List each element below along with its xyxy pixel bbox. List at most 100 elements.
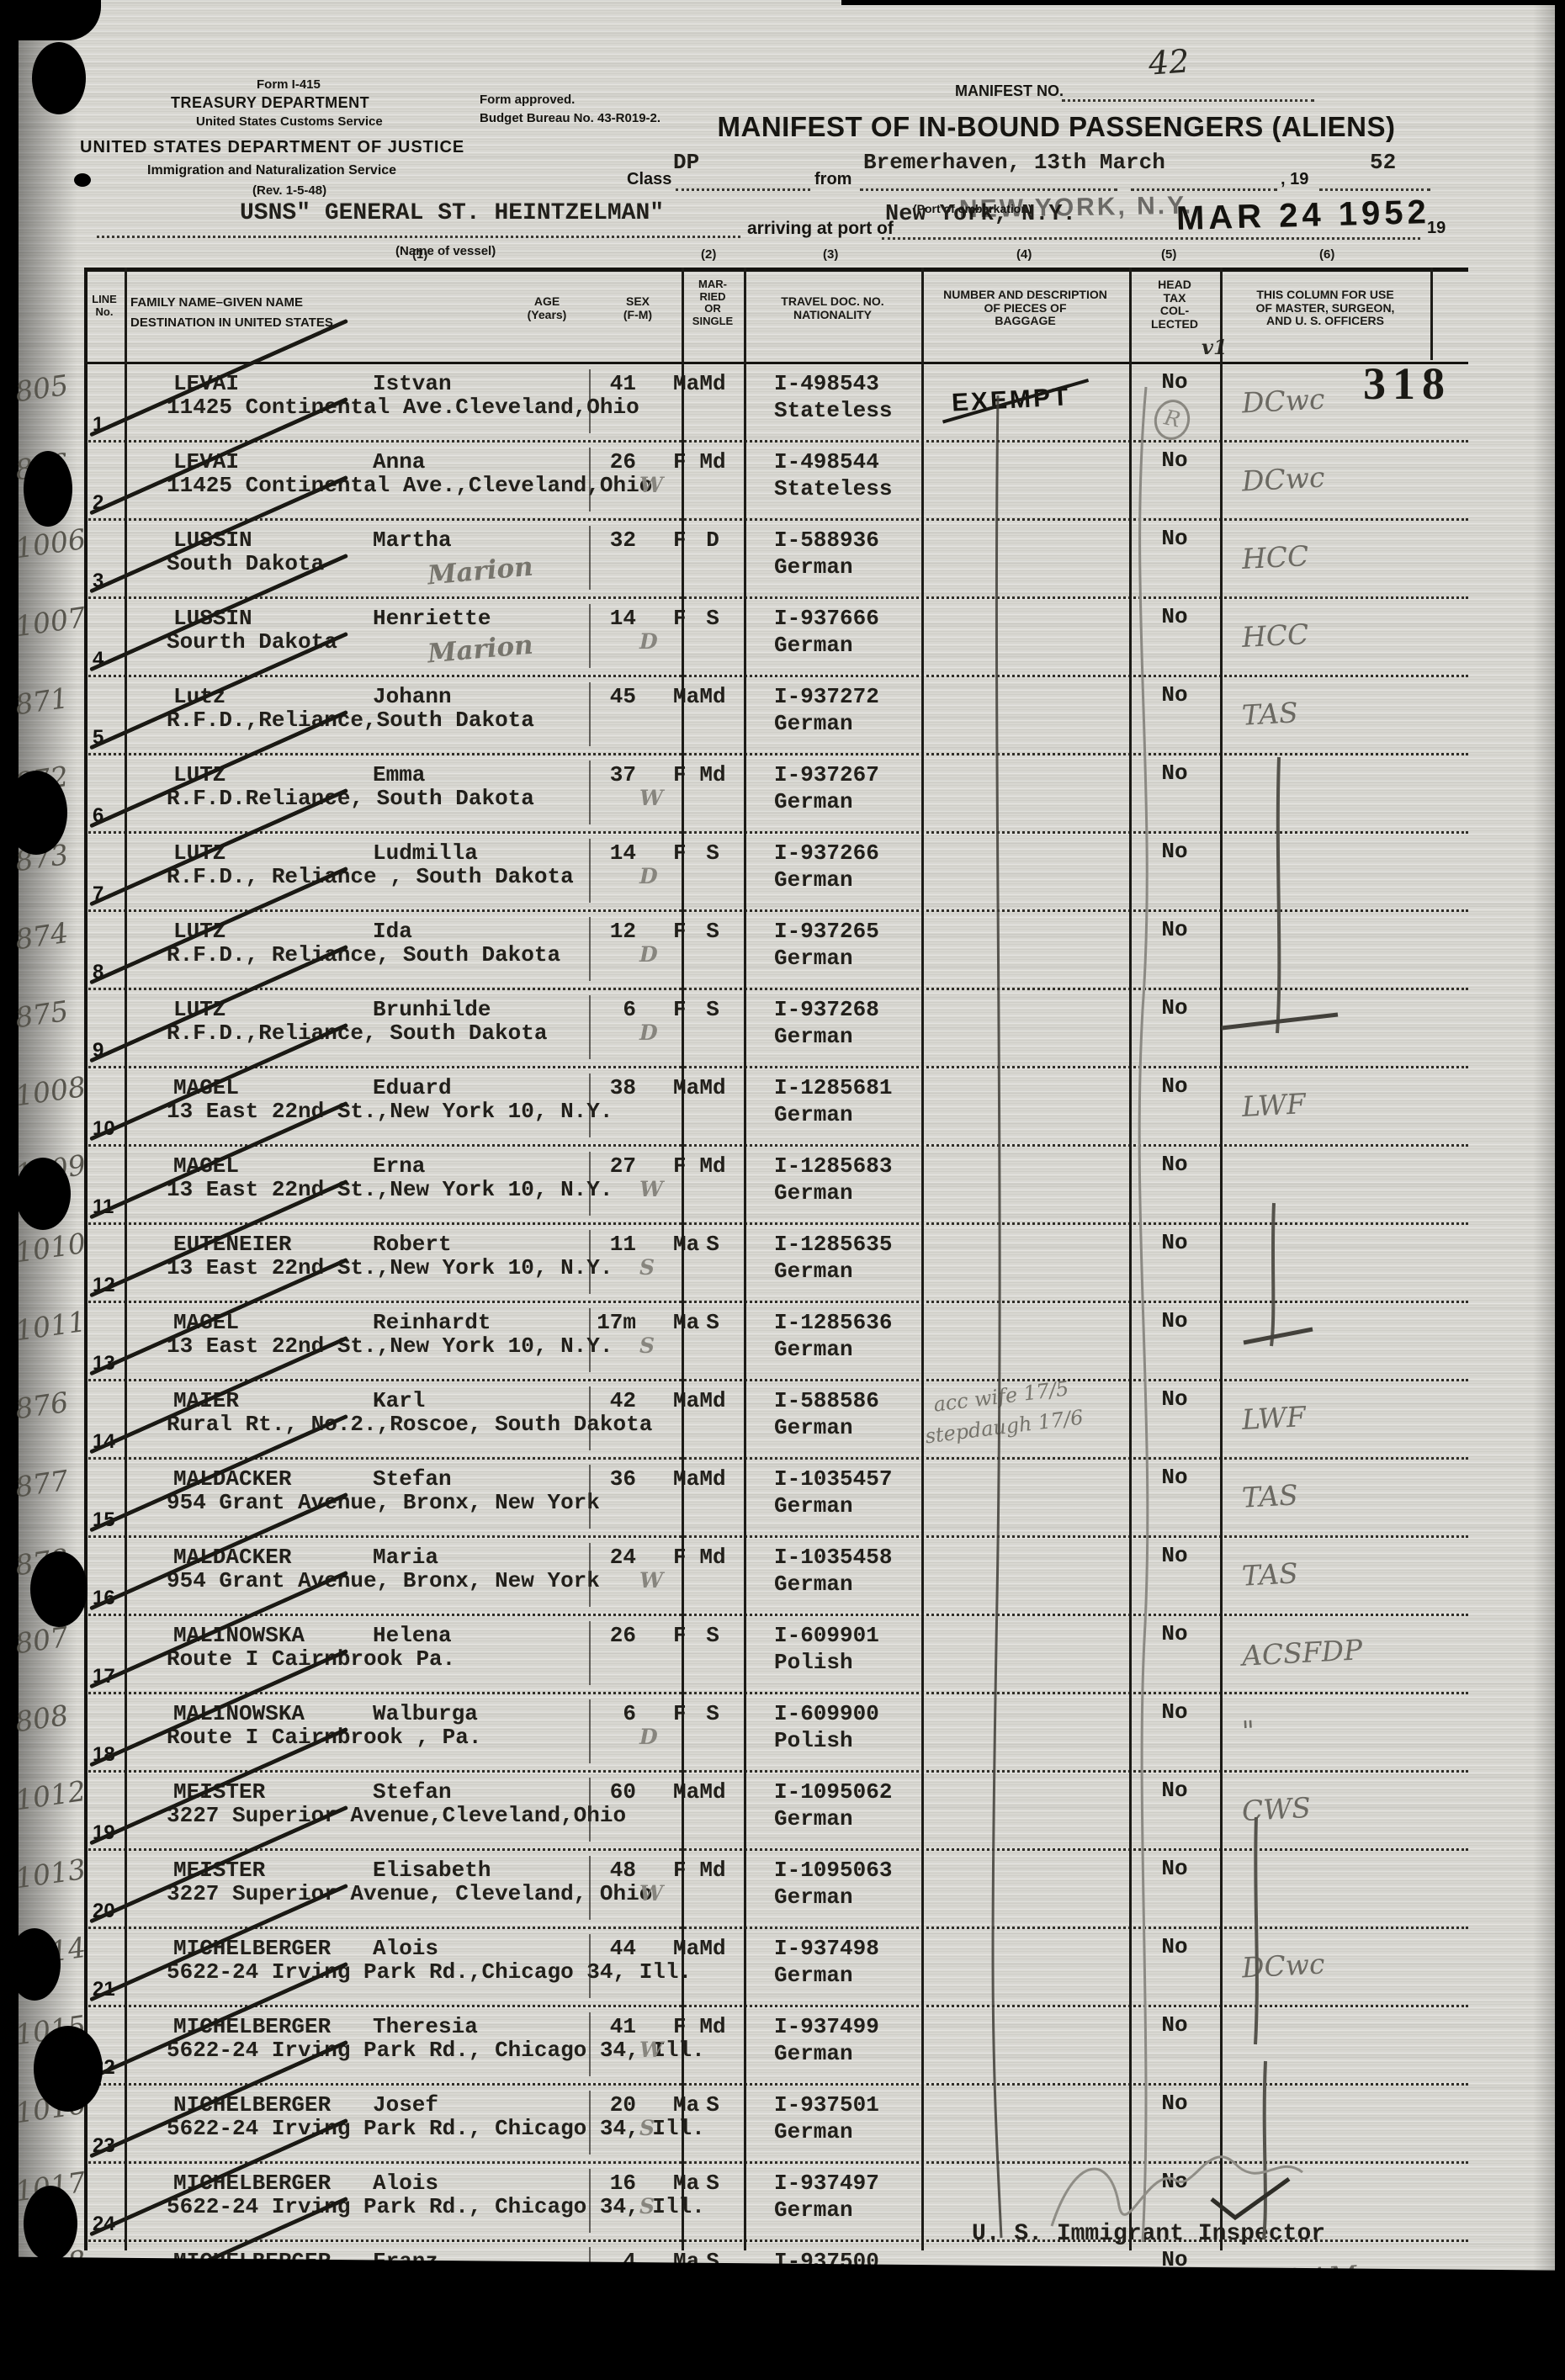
head-tax-value: No [1161,1465,1188,1490]
head-tax-cell: No [1129,755,1220,831]
line-number: 12 [93,1274,115,1296]
destination: Sourth Dakota [167,629,337,655]
line-number: 7 [93,883,104,905]
line-number: 15 [93,1508,115,1531]
officer-initials: TAS [1241,1478,1299,1514]
line-no-cell: 13 [84,1303,125,1379]
table-row: 1008 10 MAGEL Eduard 38 Ma 13 East 22nd … [13,1022,1468,1147]
scan-edge-top [841,0,1565,5]
travel-doc-number: I-1285635 [774,1232,893,1257]
travel-doc-cell: I-937265 German [744,912,921,988]
travel-doc-number: I-609900 [774,1701,879,1726]
table-row: 805 1 LEVAI Istvan 41 Ma 11425 Continent… [13,318,1468,443]
officer-cell [1220,1851,1472,1927]
age-value: 48 [609,1858,636,1883]
pencil-vertical-mark [589,1073,591,1137]
travel-doc-cell: I-609900 Polish [744,1694,921,1770]
header-line-no: LINE No. [92,293,117,318]
given-name: Brunhilde [373,997,491,1022]
head-tax-cell: No R [1129,364,1220,443]
baggage-cell [921,521,1129,596]
given-name: Erna [373,1153,426,1179]
col-number-6: (6) [1319,247,1335,262]
header-travel-doc: TRAVEL DOC. NO. NATIONALITY [781,294,884,321]
travel-doc-cell: I-1035457 German [744,1460,921,1535]
name-cell: LUTZ Ida 12 F R.F.D., Reliance, South Da… [125,912,687,988]
arriving-label: arriving at port of [747,219,894,238]
baggage-cell [921,755,1129,831]
name-cell: MICHELBERGER Alois 16 Ma 5622-24 Irving … [125,2164,705,2240]
head-tax-value: No [1161,995,1188,1020]
family-name: MALDACKER [173,1545,292,1570]
officer-cell: LWF [1220,1068,1472,1144]
travel-doc-cell: I-1285683 German [744,1147,921,1222]
line-number: 21 [93,1978,115,2001]
name-cell: MAGEL Eduard 38 Ma 13 East 22nd St.,New … [125,1068,699,1144]
table-row: 1013 20 MEISTER Elisabeth 48 F 3227 Supe… [13,1805,1468,1929]
travel-doc-cell: I-937267 German [744,755,921,831]
destination: 5622-24 Irving Park Rd., Chicago 34, Ill… [167,2194,705,2219]
head-tax-value: No [1161,1386,1188,1412]
budget-bureau: Budget Bureau No. 43-R019-2. [480,111,661,125]
baggage-cell [921,1773,1129,1848]
baggage-cell [921,1616,1129,1692]
name-cell: NICHELBERGER Josef 20 Ma 5622-24 Irving … [125,2086,705,2161]
name-cell: Lutz Johann 45 Ma R.F.D.,Reliance,South … [125,677,699,753]
family-name: LEVAI [173,371,240,396]
married-single-cell: Md [699,1936,726,1961]
given-name: Emma [373,762,426,787]
pencil-vertical-mark [589,1465,591,1529]
line-no-cell: 18 [84,1694,125,1770]
destination: 13 East 22nd St.,New York 10, N.Y. [167,1333,613,1359]
arriving-year-label: 19 [1427,219,1446,237]
name-cell: MICHELBERGER Theresia 41 F 5622-24 Irvin… [125,2007,705,2083]
line-no-cell: 9 [84,990,125,1066]
travel-doc-number: I-937499 [774,2014,879,2039]
pencil-letter-note: W [639,1568,664,1593]
line-no-cell: 11 [84,1147,125,1222]
head-tax-cell: No [1129,677,1220,753]
table-row: 878 16 MALDACKER Maria 24 F 954 Grant Av… [13,1492,1468,1616]
baggage-cell [921,1147,1129,1222]
header-head-tax: HEAD TAX COL- LECTED [1151,278,1198,331]
travel-doc-cell: I-588586 German [744,1381,921,1457]
scan-corner-artifact [0,0,101,40]
age-value: 36 [609,1466,636,1492]
nationality: Polish [774,1728,853,1753]
form-approved: Form approved. [480,93,576,107]
officer-initials: " [1240,1714,1256,1748]
sex-value: Ma [673,1779,700,1805]
table-row: 1010 12 EUTENEIER Robert 11 Ma 13 East 2… [13,1179,1468,1303]
age-value: 20 [609,2092,636,2118]
year-value: 52 [1370,150,1397,175]
pencil-letter-note: S [639,2116,655,2140]
head-tax-value: No [1161,526,1188,551]
travel-doc-cell: I-937268 German [744,990,921,1066]
year-label: , 19 [1281,170,1309,188]
line-no-cell: 1 [84,364,125,440]
officer-initials: LWF [1241,1087,1307,1123]
exempt-stamp: EXEMPT [951,383,1072,417]
head-tax-cell: No [1129,1929,1220,2005]
punch-hole [30,1551,88,1627]
line-no-cell: 19 [84,1773,125,1848]
sex-value: Ma [673,1232,700,1257]
destination: 954 Grant Avenue, Bronx, New York [167,1568,600,1593]
head-tax-cell: No [1129,443,1220,518]
vessel-name: USNS" GENERAL ST. HEINTZELMAN" [240,200,665,226]
nationality: German [774,1337,853,1362]
travel-doc-number: I-937501 [774,2092,879,2118]
head-tax-cell: No [1129,1068,1220,1144]
port-embark-label: (Port of embarkation) [913,202,1032,215]
pencil-vertical-mark [589,1699,591,1763]
officer-initials: HCC [1241,538,1310,576]
pencil-letter-note: W [639,1177,664,1201]
head-tax-pencil-note: R [1150,396,1194,443]
age-value: 37 [609,762,636,787]
married-single-cell: S [706,1310,719,1335]
family-name: LUSSIN [173,606,252,631]
nationality: German [774,2197,853,2223]
nationality: German [774,1884,853,1910]
name-cell: MALDACKER Stefan 36 Ma 954 Grant Avenue,… [125,1460,699,1535]
nationality: Stateless [774,398,893,423]
